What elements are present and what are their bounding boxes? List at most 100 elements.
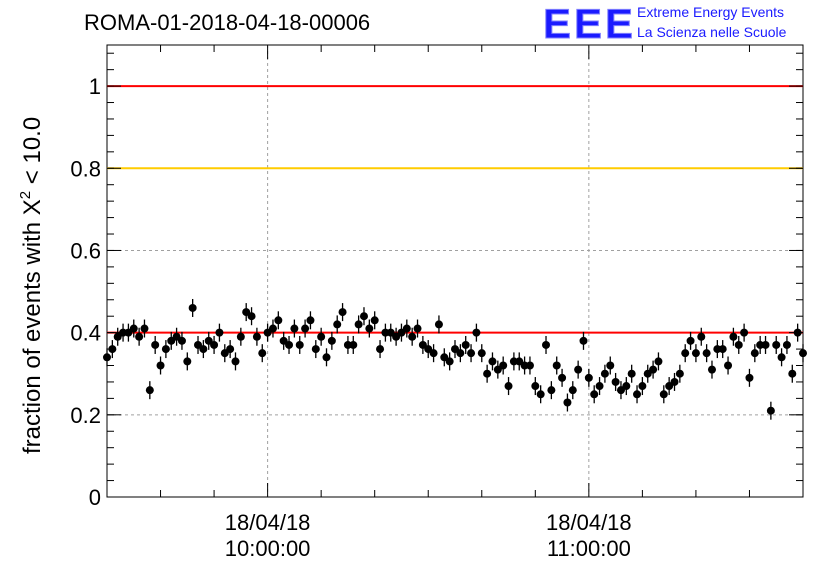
data-point (370, 316, 379, 325)
data-point (729, 332, 738, 341)
data-point (317, 332, 326, 341)
data-point (531, 382, 540, 391)
data-point (252, 332, 261, 341)
data-point (552, 361, 561, 370)
data-point (408, 332, 417, 341)
data-point (659, 390, 668, 399)
data-point (477, 349, 486, 358)
data-point (226, 345, 235, 354)
data-point (718, 345, 727, 354)
data-point (574, 365, 583, 374)
data-point (568, 386, 577, 395)
data-point (563, 398, 572, 407)
data-point (633, 390, 642, 399)
data-point (472, 328, 481, 337)
eee-logo: EEE (543, 2, 634, 42)
logo-text-line2: La Scienza nelle Scuole (637, 24, 787, 40)
plot-frame (106, 44, 804, 498)
data-point (536, 390, 545, 399)
data-point (231, 357, 240, 366)
data-point (183, 357, 192, 366)
data-point (129, 324, 138, 333)
data-point (338, 308, 347, 317)
data-point (777, 353, 786, 362)
data-point (488, 357, 497, 366)
data-point (429, 349, 438, 358)
data-point (724, 361, 733, 370)
data-point (654, 357, 663, 366)
data-points (103, 298, 807, 420)
x-tick-label-time: 11:00:00 (547, 536, 631, 561)
data-point (135, 332, 144, 341)
data-point (504, 382, 513, 391)
x-tick-label-date: 18/04/18 (546, 510, 632, 535)
data-point (584, 373, 593, 382)
axis-ticks: 00.20.40.60.8118/04/1810:00:0018/04/1811… (70, 45, 803, 561)
y-tick-label: 0.8 (70, 156, 101, 181)
data-point (697, 332, 706, 341)
data-point (750, 349, 759, 358)
data-point (686, 336, 695, 345)
data-point (140, 324, 149, 333)
data-point (188, 303, 197, 312)
data-point (547, 386, 556, 395)
data-point (525, 361, 534, 370)
data-point (215, 328, 224, 337)
data-point (483, 369, 492, 378)
y-tick-label: 0.6 (70, 238, 101, 263)
data-point (702, 349, 711, 358)
data-point (290, 324, 299, 333)
data-point (322, 353, 331, 362)
logo-text-line1: Extreme Energy Events (637, 4, 785, 20)
data-point (301, 324, 310, 333)
data-point (333, 320, 342, 329)
y-tick-label: 1 (89, 74, 101, 99)
data-point (740, 328, 749, 337)
data-point (558, 373, 567, 382)
data-point (590, 390, 599, 399)
x-tick-label-time: 10:00:00 (225, 536, 311, 561)
data-point (499, 361, 508, 370)
data-point (274, 316, 283, 325)
data-point (595, 382, 604, 391)
data-point (600, 369, 609, 378)
reference-lines (107, 85, 803, 334)
data-point (579, 336, 588, 345)
data-point (151, 340, 160, 349)
data-point (611, 377, 620, 386)
data-point (649, 365, 658, 374)
data-point (766, 406, 775, 415)
data-point (268, 324, 277, 333)
data-point (681, 349, 690, 358)
data-point (691, 349, 700, 358)
chart-title: ROMA-01-2018-04-18-00006 (84, 10, 371, 35)
data-point (103, 353, 111, 362)
data-point (434, 320, 443, 329)
data-point (177, 336, 186, 345)
grid-lines (107, 45, 803, 497)
data-point (734, 340, 743, 349)
data-point (108, 345, 117, 354)
x-tick-label-date: 18/04/18 (225, 510, 311, 535)
data-point (156, 361, 165, 370)
data-point (606, 361, 615, 370)
data-point (627, 369, 636, 378)
data-point (799, 349, 807, 358)
data-point (247, 312, 256, 321)
y-tick-label: 0 (89, 485, 101, 510)
data-point (311, 345, 320, 354)
data-point (461, 340, 470, 349)
data-point (210, 340, 219, 349)
y-axis-label: fraction of events with Χ2 < 10.0 (17, 117, 46, 454)
data-point (145, 386, 154, 395)
data-point (445, 357, 454, 366)
data-point (467, 349, 476, 358)
data-point (670, 377, 679, 386)
data-point (542, 340, 551, 349)
data-point (376, 345, 385, 354)
data-point (788, 369, 797, 378)
data-point (761, 340, 770, 349)
data-point (456, 349, 465, 358)
y-tick-label: 0.2 (70, 403, 101, 428)
data-point (258, 349, 267, 358)
